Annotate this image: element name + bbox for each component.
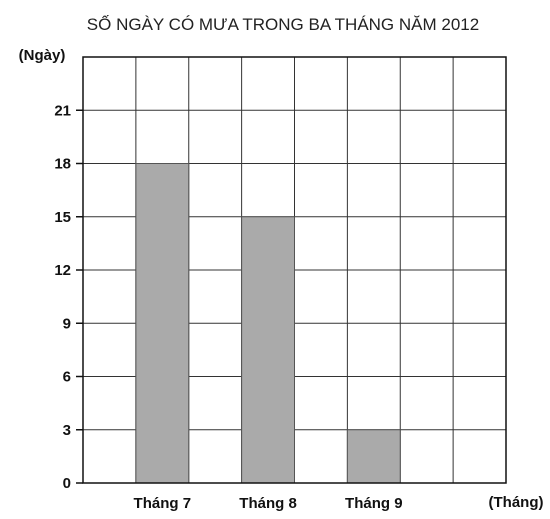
x-category-labels: Tháng 7 Tháng 8 Tháng 9 (134, 495, 403, 512)
y-tick-label: 21 (54, 102, 71, 119)
x-tick-label: Tháng 8 (239, 495, 297, 512)
y-axis-label: (Ngày) (19, 47, 66, 64)
bars (135, 163, 401, 484)
bar-3 (346, 429, 401, 484)
bar-1 (135, 163, 190, 484)
y-tick-label: 0 (63, 475, 71, 492)
y-tick-label: 9 (63, 315, 71, 332)
x-tick-label: Tháng 7 (134, 495, 192, 512)
y-tick-labels: 0 3 6 9 12 15 18 21 (54, 102, 83, 492)
y-tick-label: 15 (54, 209, 71, 226)
bar-2 (241, 216, 295, 484)
y-tick-label: 18 (54, 156, 71, 173)
y-tick-label: 12 (54, 262, 71, 279)
y-tick-label: 6 (63, 369, 71, 386)
x-axis-label: (Tháng) (489, 494, 544, 511)
y-tick-label: 3 (63, 422, 71, 439)
x-tick-label: Tháng 9 (345, 495, 403, 512)
chart-title: SỐ NGÀY CÓ MƯA TRONG BA THÁNG NĂM 2012 (87, 14, 479, 34)
